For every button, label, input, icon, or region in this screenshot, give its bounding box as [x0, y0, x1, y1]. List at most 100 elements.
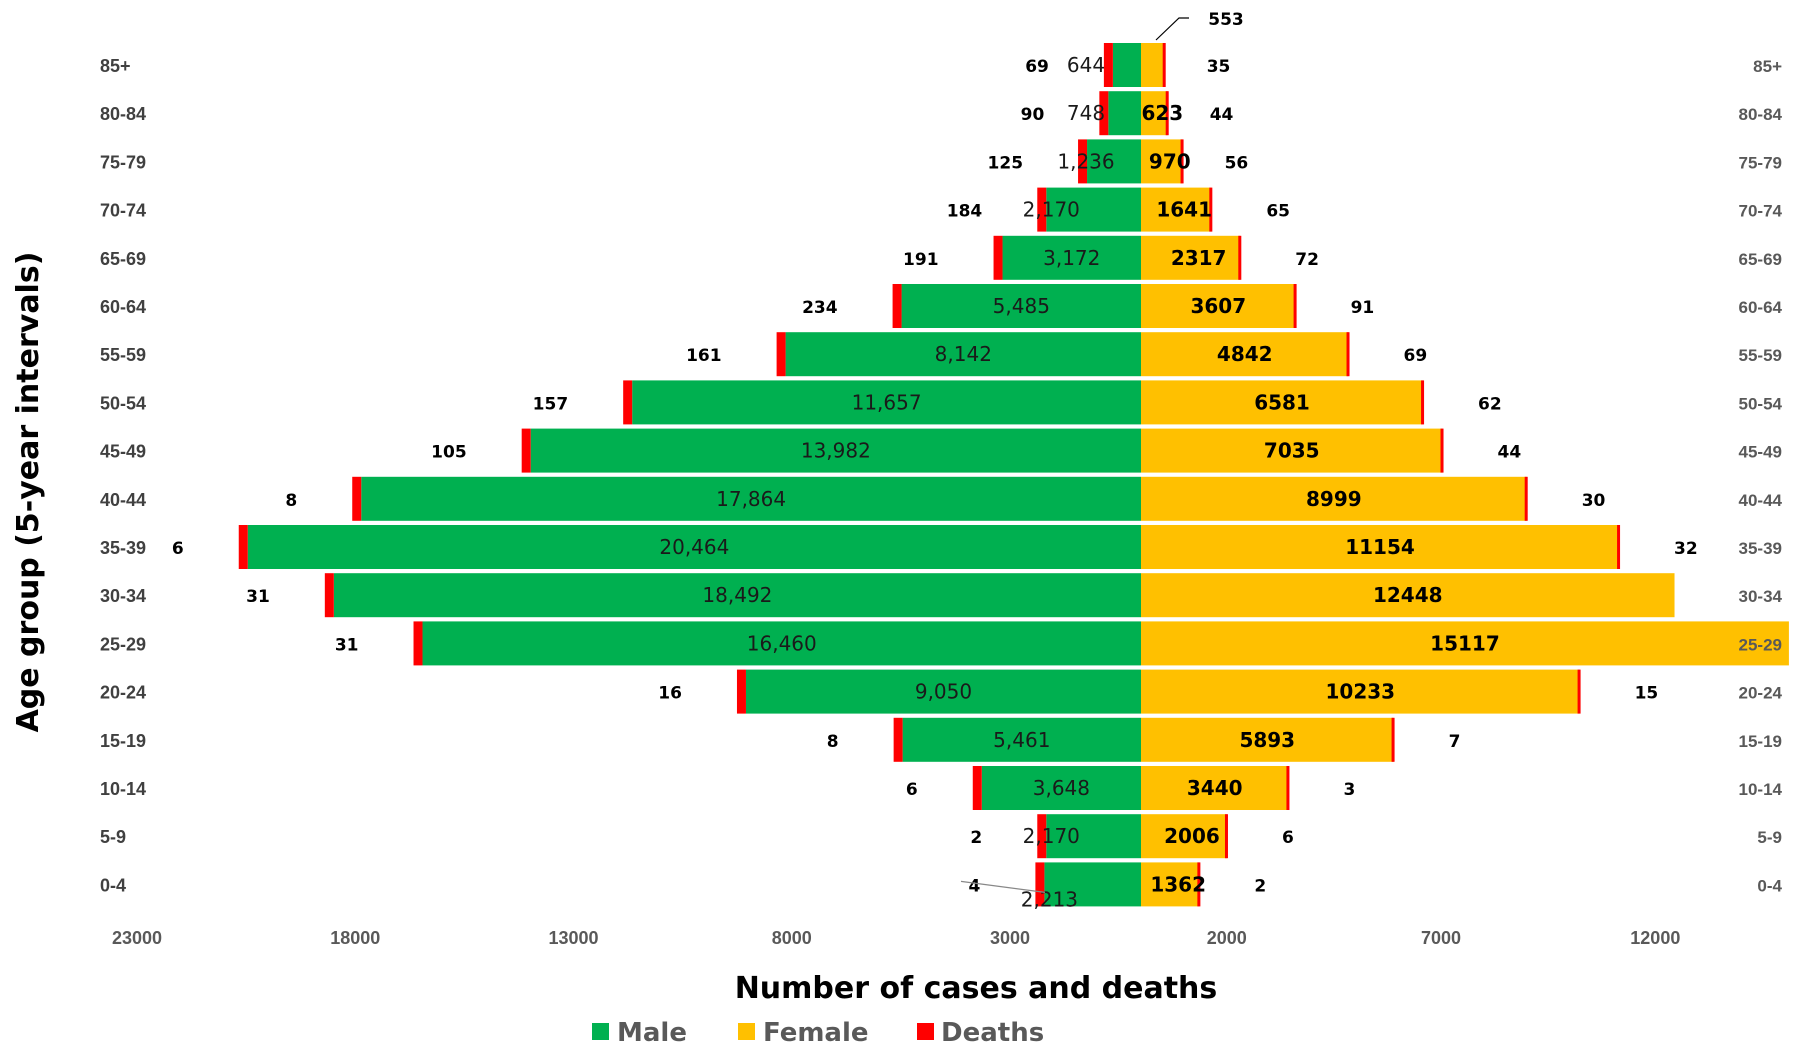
age-label-right-5-9: 5-9 [1757, 828, 1782, 847]
legend-female-label: Female [763, 1018, 869, 1048]
age-label-right-65-69: 65-69 [1739, 250, 1782, 269]
female-death-label-0-4: 2 [1254, 876, 1266, 896]
female-value-label-80-84: 623 [1141, 101, 1183, 125]
age-label-left-65-69: 65-69 [100, 249, 146, 269]
male-value-label-55-59: 8,142 [935, 342, 992, 366]
x-axis-title: Number of cases and deaths [735, 971, 1218, 1006]
female-death-label-80-84: 44 [1210, 105, 1234, 125]
female-death-label-70-74: 65 [1266, 202, 1290, 222]
male-bar-75-79 [1087, 139, 1141, 184]
age-label-right-60-64: 60-64 [1739, 298, 1783, 317]
female-bar-80-84 [1141, 91, 1168, 136]
female-bar-85plus [1141, 43, 1165, 87]
female-value-label-50-54: 6581 [1254, 390, 1310, 414]
female-value-label-45-49: 7035 [1264, 439, 1320, 463]
male-value-label-75-79: 1,236 [1057, 149, 1114, 173]
female-death-bar-5-9 [1224, 814, 1228, 859]
female-death-bar-55-59 [1346, 332, 1350, 377]
female-death-bar-50-54 [1421, 380, 1425, 425]
female-value-label-0-4: 1362 [1150, 872, 1206, 896]
male-value-label-60-64: 5,485 [993, 294, 1050, 318]
female-death-bar-80-84 [1165, 91, 1169, 136]
male-death-label-80-84: 90 [1021, 105, 1045, 125]
age-label-right-20-24: 20-24 [1739, 684, 1783, 703]
age-label-right-55-59: 55-59 [1739, 346, 1782, 365]
female-death-bar-60-64 [1293, 284, 1297, 328]
male-death-bar-20-24 [736, 669, 746, 714]
female-value-label-60-64: 3607 [1190, 294, 1246, 318]
male-death-bar-55-59 [776, 332, 786, 377]
female-value-label-15-19: 5893 [1239, 728, 1295, 752]
bars-layer [238, 43, 1789, 907]
male-death-label-50-54: 157 [533, 394, 569, 414]
male-value-label-15-19: 5,461 [993, 728, 1050, 752]
male-death-bar-50-54 [623, 380, 633, 425]
female-value-label-75-79: 970 [1149, 149, 1191, 173]
male-death-bar-5-9 [1037, 814, 1047, 859]
male-value-label-65-69: 3,172 [1043, 246, 1100, 270]
male-bar-50-54 [632, 380, 1141, 425]
male-bar-65-69 [1002, 235, 1141, 280]
male-value-label-50-54: 11,657 [852, 390, 922, 414]
age-label-left-40-44: 40-44 [100, 490, 146, 510]
x-tick-female-1: 7000 [1421, 928, 1461, 948]
female-value-label-10-14: 3440 [1187, 776, 1243, 800]
female-death-bar-15-19 [1391, 717, 1395, 762]
male-death-bar-65-69 [993, 235, 1003, 280]
age-label-left-85plus: 85+ [100, 56, 131, 76]
female-death-label-5-9: 6 [1282, 828, 1294, 848]
age-label-right-25-29: 25-29 [1739, 635, 1782, 654]
male-death-label-75-79: 125 [988, 153, 1024, 173]
male-death-label-25-29: 31 [335, 635, 359, 655]
age-label-left-55-59: 55-59 [100, 345, 146, 365]
age-label-left-70-74: 70-74 [100, 201, 146, 221]
female-death-label-20-24: 15 [1635, 684, 1659, 704]
female-death-label-15-19: 7 [1449, 732, 1461, 752]
female-death-bar-45-49 [1440, 428, 1444, 473]
male-death-label-0-4: 4 [969, 876, 981, 896]
female-death-bar-10-14 [1286, 766, 1290, 810]
x-tick-male-3: 8000 [772, 928, 812, 948]
male-value-label-70-74: 2,170 [1023, 198, 1080, 222]
male-death-bar-60-64 [892, 284, 902, 328]
female-value-label-30-34: 12448 [1373, 583, 1443, 607]
age-label-left-30-34: 30-34 [100, 586, 146, 606]
x-tick-male-2: 13000 [549, 928, 599, 948]
female-leader-line-85plus [1155, 17, 1189, 41]
female-death-label-50-54: 62 [1478, 394, 1502, 414]
female-death-label-35-39: 32 [1674, 539, 1698, 559]
age-label-right-70-74: 70-74 [1739, 202, 1783, 221]
x-tick-female-0: 2000 [1207, 928, 1247, 948]
female-death-bar-75-79 [1180, 139, 1184, 184]
male-bar-45-49 [530, 428, 1141, 473]
age-label-left-5-9: 5-9 [100, 827, 126, 847]
male-death-bar-70-74 [1037, 187, 1047, 232]
female-value-label-5-9: 2006 [1164, 824, 1220, 848]
female-bar-5-9 [1141, 814, 1227, 859]
female-value-label-20-24: 10233 [1325, 680, 1395, 704]
female-value-label-85plus: 553 [1208, 10, 1244, 30]
female-bar-20-24 [1141, 669, 1580, 714]
male-bar-35-39 [247, 525, 1141, 569]
male-death-label-55-59: 161 [686, 346, 722, 366]
male-value-label-10-14: 3,648 [1033, 776, 1090, 800]
x-tick-male-1: 18000 [330, 928, 380, 948]
female-bar-50-54 [1141, 380, 1424, 425]
male-death-bar-75-79 [1078, 139, 1088, 184]
male-death-label-40-44: 8 [285, 491, 297, 511]
male-bar-0-4 [1044, 862, 1141, 907]
male-death-bar-30-34 [324, 573, 334, 618]
female-death-label-55-59: 69 [1404, 346, 1428, 366]
female-death-bar-40-44 [1524, 476, 1528, 521]
legend-deaths-label: Deaths [941, 1018, 1044, 1048]
male-death-label-35-39: 6 [172, 539, 184, 559]
male-value-label-30-34: 18,492 [702, 583, 772, 607]
female-bar-30-34 [1141, 573, 1675, 618]
age-label-left-50-54: 50-54 [100, 393, 146, 413]
male-death-bar-15-19 [893, 717, 903, 762]
male-bar-40-44 [361, 476, 1141, 521]
female-bar-75-79 [1141, 139, 1183, 184]
age-label-right-35-39: 35-39 [1739, 539, 1782, 558]
male-bar-85plus [1112, 43, 1141, 87]
legend-deaths-swatch [917, 1023, 934, 1040]
